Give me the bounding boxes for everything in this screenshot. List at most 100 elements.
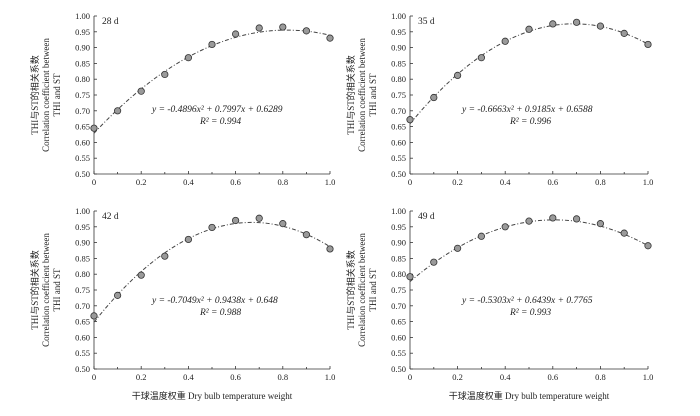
data-point: [572, 18, 581, 26]
data-point: [453, 71, 462, 80]
x-tick-label: 1.0: [643, 177, 654, 187]
y-tick-label: 0.95: [391, 222, 406, 232]
r-squared: R² = 0.996: [509, 117, 551, 127]
y-axis-label-zh: THI与ST的相关系数: [29, 250, 40, 330]
data-point: [406, 116, 414, 124]
x-tick-label: 0.2: [452, 372, 463, 382]
y-tick-label: 0.60: [75, 332, 90, 342]
x-tick-label: 0: [408, 372, 412, 382]
y-axis-label-en-1: Correlation coefficient between: [41, 233, 51, 347]
y-axis-label-en-2: THI and ST: [52, 268, 62, 311]
y-tick-label: 0.95: [75, 222, 90, 232]
r-squared: R² = 0.993: [509, 308, 551, 318]
chart-panel-42d: 0.500.550.600.650.700.750.800.850.900.95…: [29, 206, 335, 401]
data-point: [326, 245, 334, 253]
x-tick-label: 0.4: [500, 177, 511, 187]
panel-label: 35 d: [418, 17, 435, 27]
data-point: [430, 258, 438, 266]
y-tick-label: 0.55: [391, 153, 406, 163]
y-axis-label-en-2: THI and ST: [368, 73, 378, 116]
data-point: [596, 220, 605, 228]
data-point: [302, 231, 310, 239]
y-tick-label: 0.50: [75, 364, 90, 374]
y-tick-label: 0.55: [391, 348, 406, 358]
y-tick-label: 0.85: [391, 58, 406, 68]
data-point: [161, 70, 169, 79]
data-point: [644, 40, 652, 49]
data-point: [208, 40, 216, 49]
data-point: [232, 30, 240, 38]
data-point: [430, 93, 438, 102]
y-tick-label: 0.65: [75, 317, 90, 327]
data-point: [137, 271, 145, 279]
data-point: [549, 214, 557, 222]
y-tick-label: 0.70: [75, 106, 90, 116]
y-tick-label: 0.90: [75, 43, 90, 53]
x-tick-label: 0.8: [595, 177, 606, 187]
data-point: [279, 220, 287, 228]
y-axis-label-en-1: Correlation coefficient between: [357, 38, 367, 152]
y-tick-label: 1.00: [75, 206, 90, 216]
data-point: [477, 54, 485, 62]
y-tick-label: 0.95: [391, 27, 406, 37]
y-tick-label: 0.80: [391, 74, 406, 84]
y-tick-label: 0.80: [75, 269, 90, 279]
y-tick-label: 0.70: [391, 106, 406, 116]
x-tick-label: 1.0: [643, 372, 654, 382]
data-point: [644, 242, 652, 250]
data-point: [90, 124, 98, 132]
y-tick-label: 0.50: [391, 169, 406, 179]
r-squared: R² = 0.994: [199, 117, 241, 127]
y-tick-label: 0.80: [75, 74, 90, 84]
x-tick-label: 0.6: [547, 177, 558, 187]
y-tick-label: 0.75: [75, 285, 90, 295]
data-point: [255, 214, 263, 222]
y-tick-label: 0.50: [391, 364, 406, 374]
y-tick-label: 0.50: [75, 169, 90, 179]
fit-equation: y = -0.5303x² + 0.6439x + 0.7765: [461, 296, 593, 306]
y-tick-label: 1.00: [75, 11, 90, 21]
x-tick-label: 0.2: [452, 177, 463, 187]
x-tick-label: 0.4: [500, 372, 511, 382]
y-tick-label: 0.90: [75, 238, 90, 248]
y-tick-label: 0.60: [75, 137, 90, 147]
x-axis-label: 干球温度权重 Dry bulb temperature weight: [132, 390, 293, 401]
data-point: [255, 24, 263, 32]
y-tick-label: 0.65: [391, 122, 406, 132]
x-tick-label: 0.6: [230, 372, 241, 382]
y-tick-label: 0.85: [75, 58, 90, 68]
y-tick-label: 0.75: [391, 90, 406, 100]
y-tick-label: 0.65: [75, 122, 90, 132]
x-tick-label: 0.6: [547, 372, 558, 382]
y-axis-label-en-1: Correlation coefficient between: [41, 38, 51, 152]
data-point: [572, 215, 581, 223]
data-point: [501, 37, 509, 45]
y-tick-label: 0.65: [391, 317, 406, 327]
y-tick-label: 0.95: [75, 27, 90, 37]
x-tick-label: 1.0: [325, 372, 336, 382]
data-point: [525, 217, 533, 225]
y-axis-label-zh: THI与ST的相关系数: [345, 250, 356, 330]
y-tick-label: 0.90: [391, 43, 406, 53]
y-tick-label: 0.85: [391, 253, 406, 263]
data-point: [501, 223, 509, 231]
panel-label: 49 d: [418, 212, 435, 222]
x-tick-label: 0.8: [277, 372, 288, 382]
y-tick-label: 0.60: [391, 332, 406, 342]
y-tick-label: 1.00: [391, 206, 406, 216]
x-tick-label: 0.2: [136, 177, 147, 187]
y-tick-label: 0.75: [75, 90, 90, 100]
y-tick-label: 0.75: [391, 285, 406, 295]
data-point: [406, 273, 414, 281]
data-point: [549, 20, 557, 28]
fit-equation: y = -0.4896x² + 0.7997x + 0.6289: [151, 105, 283, 115]
data-point: [208, 223, 216, 232]
data-point: [184, 235, 192, 244]
y-tick-label: 0.70: [391, 301, 406, 311]
y-axis-label-zh: THI与ST的相关系数: [29, 55, 40, 135]
y-tick-label: 0.55: [75, 348, 90, 358]
data-point: [114, 107, 122, 115]
x-tick-label: 0.2: [136, 372, 147, 382]
data-point: [161, 252, 169, 260]
